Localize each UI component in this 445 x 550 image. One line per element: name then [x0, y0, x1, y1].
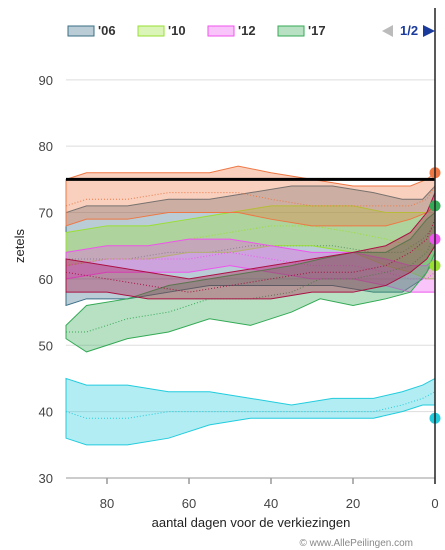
pager-prev-icon[interactable] [382, 25, 393, 37]
y-tick-label-50: 50 [39, 338, 53, 353]
legend-label-06: '06 [98, 23, 116, 38]
band-mid-12 [65, 251, 436, 280]
legend-label-17: '17 [308, 23, 326, 38]
y-tick-label-80: 80 [39, 139, 53, 154]
x-tick-label-0: 0 [431, 496, 438, 511]
band-mid-17 [66, 232, 436, 333]
x-tick-label-60: 60 [182, 496, 196, 511]
band-mid-party-6 [65, 391, 436, 419]
band-mid-party-7 [65, 218, 436, 293]
series-bands [65, 165, 436, 446]
legend-label-12: '12 [238, 23, 256, 38]
x-tick-label-20: 20 [346, 496, 360, 511]
x-tick-label-80: 80 [100, 496, 114, 511]
y-tick-label-30: 30 [39, 471, 53, 486]
legend: '06 '10 '12 '17 [67, 23, 326, 38]
grid-lines [66, 79, 435, 479]
pager-label: 1/2 [400, 23, 418, 38]
legend-swatch-17 [277, 25, 305, 37]
x-axis-label: aantal dagen voor de verkiezingen [152, 515, 351, 530]
y-tick-label-60: 60 [39, 272, 53, 287]
legend-label-10: '10 [168, 23, 186, 38]
x-tick-label-40: 40 [264, 496, 278, 511]
y-tick-label-90: 90 [39, 73, 53, 88]
legend-swatch-10 [137, 25, 165, 37]
y-tick-label-70: 70 [39, 206, 53, 221]
y-axis-label: zetels [12, 229, 27, 263]
axes: 30 40 50 60 70 80 90 80 60 40 20 0 [39, 8, 439, 511]
legend-swatch-12 [207, 25, 235, 37]
band-mid-party-5 [65, 185, 436, 207]
credit-text: © www.AllePeilingen.com [299, 538, 413, 549]
pager-next-icon[interactable] [423, 25, 435, 37]
y-tick-label-40: 40 [39, 405, 53, 420]
legend-swatch-06 [67, 25, 95, 37]
pager: 1/2 [382, 23, 435, 38]
